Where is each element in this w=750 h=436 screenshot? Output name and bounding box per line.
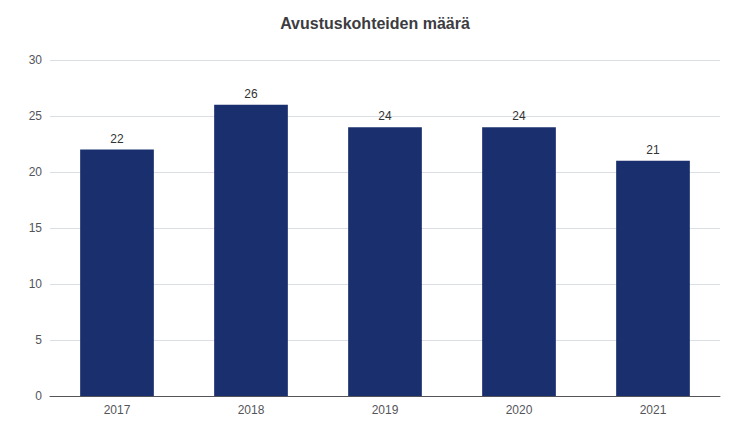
- svg-text:2019: 2019: [372, 403, 399, 417]
- svg-text:21: 21: [646, 143, 660, 157]
- svg-text:25: 25: [29, 109, 43, 123]
- svg-text:10: 10: [29, 277, 43, 291]
- svg-text:0: 0: [35, 389, 42, 403]
- svg-text:2020: 2020: [506, 403, 533, 417]
- svg-text:26: 26: [244, 87, 258, 101]
- svg-text:2017: 2017: [104, 403, 131, 417]
- svg-text:15: 15: [29, 221, 43, 235]
- svg-text:Avustuskohteiden määrä: Avustuskohteiden määrä: [280, 15, 470, 32]
- svg-text:22: 22: [110, 132, 124, 146]
- svg-text:20: 20: [29, 165, 43, 179]
- svg-text:2018: 2018: [238, 403, 265, 417]
- svg-text:24: 24: [378, 109, 392, 123]
- svg-text:5: 5: [35, 333, 42, 347]
- svg-text:2021: 2021: [640, 403, 667, 417]
- svg-text:30: 30: [29, 53, 43, 67]
- svg-text:24: 24: [512, 109, 526, 123]
